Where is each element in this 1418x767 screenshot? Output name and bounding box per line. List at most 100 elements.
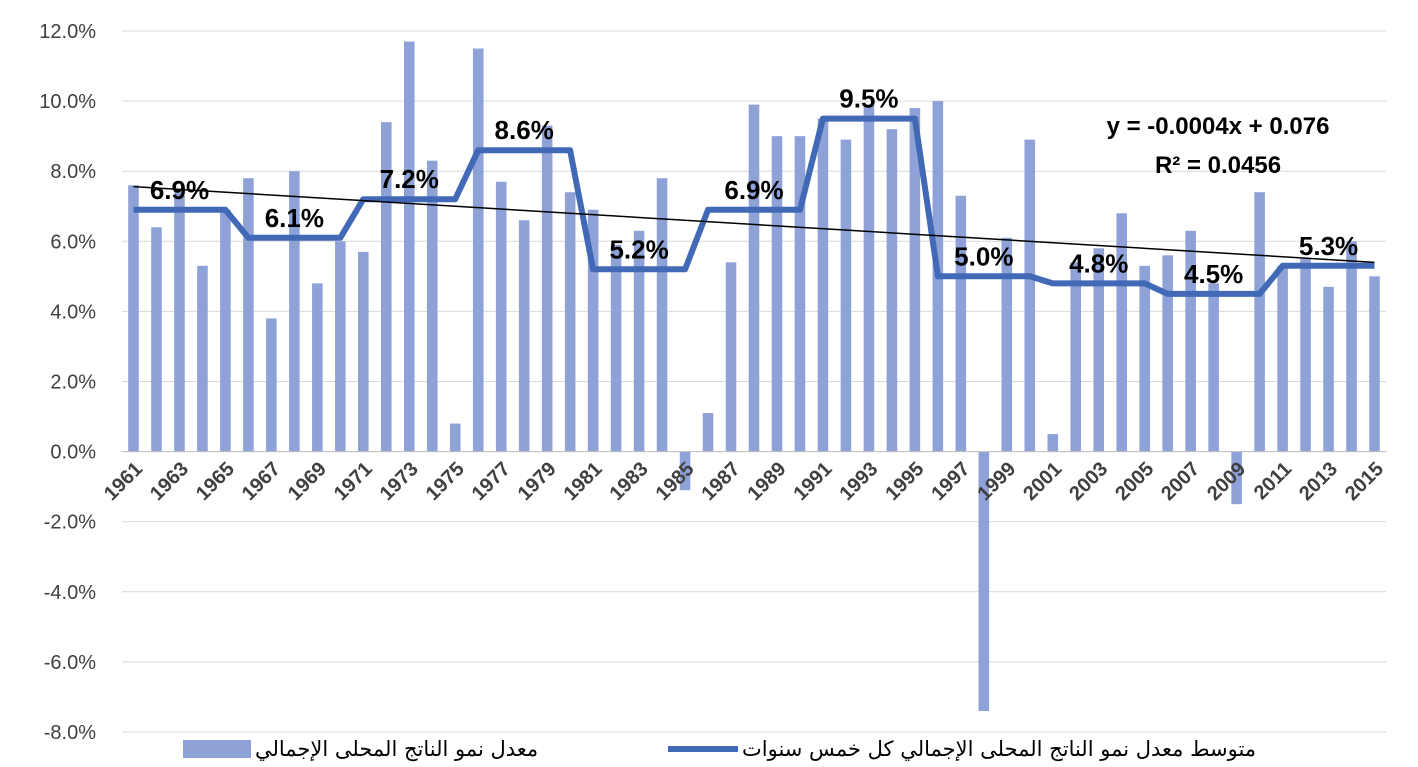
bar-2002 (1070, 262, 1081, 451)
bar-1993 (864, 105, 875, 452)
x-tick-label: 1985 (652, 458, 699, 505)
y-tick-label: 2.0% (50, 372, 96, 394)
growth-bars (128, 42, 1380, 711)
legend: معدل نمو الناتج المحلى الإجمالي متوسط مع… (183, 737, 1256, 761)
bar-1975 (450, 424, 461, 452)
x-tick-label: 1971 (330, 458, 377, 505)
x-tick-label: 1977 (468, 458, 515, 505)
x-tick-label: 1981 (560, 458, 607, 505)
y-tick-label: 12.0% (39, 21, 96, 43)
average-label: 4.8% (1069, 248, 1128, 278)
y-tick-label: -6.0% (44, 652, 96, 674)
x-tick-label: 1979 (514, 458, 561, 505)
average-label: 4.5% (1184, 259, 1243, 289)
bar-1994 (887, 129, 898, 451)
bar-1982 (611, 245, 622, 452)
bar-1997 (956, 196, 967, 452)
average-label: 7.2% (380, 164, 439, 194)
y-tick-label: -8.0% (44, 722, 96, 744)
bar-2005 (1139, 266, 1150, 452)
average-label: 8.6% (495, 115, 554, 145)
bar-1970 (335, 241, 346, 451)
y-tick-label: -2.0% (44, 512, 96, 534)
bar-1979 (542, 126, 553, 452)
bar-2011 (1277, 266, 1288, 452)
x-tick-label: 1995 (881, 458, 928, 505)
legend-item-line: متوسط معدل نمو الناتج المحلى الإجمالي كل… (668, 737, 1256, 761)
average-label: 9.5% (839, 84, 898, 114)
bar-1987 (726, 262, 737, 451)
x-tick-label: 2009 (1203, 458, 1250, 505)
bar-1971 (358, 252, 369, 452)
bar-2001 (1047, 434, 1058, 452)
bar-1988 (749, 105, 760, 452)
y-tick-label: 10.0% (39, 91, 96, 113)
y-tick-label: 0.0% (50, 442, 96, 464)
bar-1967 (266, 318, 277, 451)
y-tick-label: -4.0% (44, 582, 96, 604)
legend-label-line: متوسط معدل نمو الناتج المحلى الإجمالي كل… (742, 737, 1256, 761)
bar-2014 (1346, 241, 1357, 451)
y-tick-label: 4.0% (50, 301, 96, 323)
bar-1965 (220, 210, 231, 452)
x-tick-label: 2001 (1019, 458, 1066, 505)
average-label: 6.9% (150, 175, 209, 205)
bar-1973 (404, 42, 415, 452)
x-tick-label: 2011 (1250, 458, 1296, 504)
bar-1962 (151, 227, 162, 451)
trendline-equation: y = -0.0004x + 0.076 (1107, 113, 1330, 140)
y-axis-ticks: 12.0% 10.0% 8.0% 6.0% 4.0% 2.0% 0.0% -2.0% -4.0%… (39, 21, 96, 744)
x-axis-ticks: 1961196319651967196919711973197519771979… (100, 458, 1388, 505)
average-label: 6.1% (265, 203, 324, 233)
x-tick-label: 1997 (927, 458, 974, 505)
trendline-r-squared: R² = 0.0456 (1155, 152, 1281, 179)
x-tick-label: 1989 (743, 458, 790, 505)
bar-2000 (1024, 140, 1035, 452)
bar-2015 (1369, 276, 1380, 451)
x-tick-label: 2005 (1111, 458, 1158, 505)
bar-1992 (841, 140, 852, 452)
x-tick-label: 2015 (1341, 458, 1388, 505)
x-tick-label: 1961 (100, 458, 147, 505)
bar-1976 (473, 49, 484, 452)
y-tick-label: 6.0% (50, 231, 96, 253)
average-label: 5.3% (1299, 231, 1358, 261)
bar-1964 (197, 266, 208, 452)
average-label: 5.0% (954, 241, 1013, 271)
x-tick-label: 2013 (1295, 458, 1342, 505)
bar-1969 (312, 283, 323, 451)
x-tick-label: 2007 (1157, 458, 1204, 505)
legend-swatch-bars (183, 740, 251, 758)
bar-1977 (496, 182, 507, 452)
x-tick-label: 1969 (284, 458, 331, 505)
bar-1991 (818, 119, 829, 452)
bar-2013 (1323, 287, 1334, 452)
bar-2012 (1300, 259, 1311, 452)
average-label: 6.9% (724, 175, 783, 205)
x-tick-label: 1973 (376, 458, 423, 505)
bar-2008 (1208, 283, 1219, 451)
x-tick-label: 1987 (698, 458, 745, 505)
bar-1986 (703, 413, 714, 452)
x-tick-label: 1975 (422, 458, 469, 505)
x-tick-label: 1963 (146, 458, 193, 505)
bar-2006 (1162, 255, 1173, 451)
y-tick-label: 8.0% (50, 161, 96, 183)
bar-1980 (565, 192, 576, 451)
bar-2003 (1093, 248, 1104, 451)
bar-1966 (243, 178, 254, 451)
x-tick-label: 2003 (1065, 458, 1112, 505)
bar-1978 (519, 220, 530, 451)
x-tick-label: 1991 (789, 458, 836, 505)
bar-1961 (128, 185, 139, 451)
bar-1963 (174, 192, 185, 451)
x-tick-label: 1967 (238, 458, 285, 505)
x-tick-label: 1983 (606, 458, 653, 505)
x-tick-label: 1993 (835, 458, 882, 505)
average-label: 5.2% (609, 234, 668, 264)
legend-item-bars: معدل نمو الناتج المحلى الإجمالي (183, 737, 538, 761)
bar-2010 (1254, 192, 1265, 451)
legend-label-bars: معدل نمو الناتج المحلى الإجمالي (255, 737, 538, 761)
x-tick-label: 1965 (192, 458, 239, 505)
